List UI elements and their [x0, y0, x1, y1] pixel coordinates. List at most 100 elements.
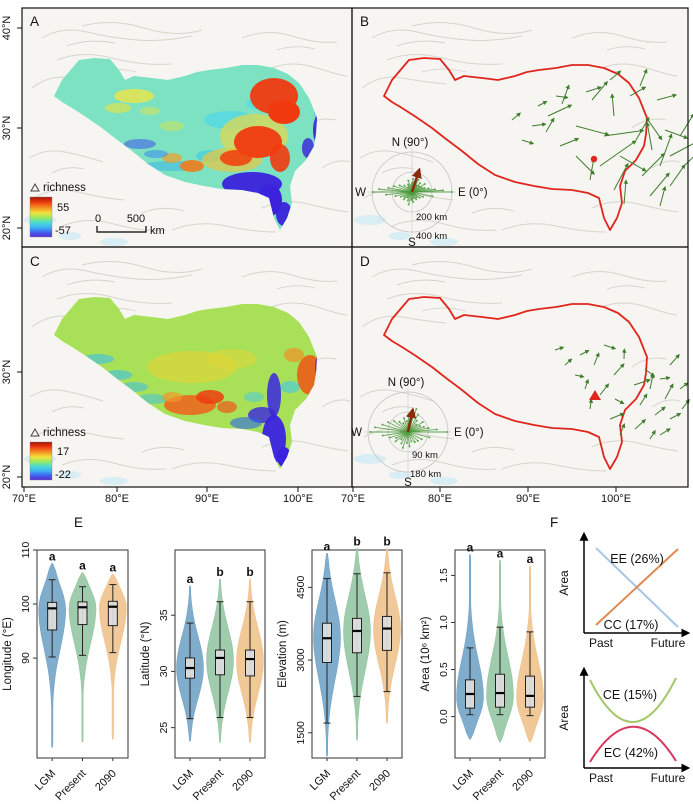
significance-letter: a — [187, 572, 194, 586]
ec-curve — [589, 725, 677, 763]
rose-ray-dot — [417, 413, 419, 416]
ee-line — [595, 548, 679, 626]
migration-arrow — [619, 155, 647, 172]
rose-ray-dot — [412, 178, 415, 181]
y-axis-label: Longitude (°E) — [2, 617, 14, 691]
y-tick-label: 35 — [158, 609, 170, 621]
rose-ray-dot — [392, 420, 395, 423]
rose-ring-outer-label: 180 km — [410, 469, 441, 480]
rose-mean-arrow — [405, 407, 417, 433]
rose-ray-dot — [427, 426, 430, 429]
rose-ray-dot — [419, 182, 422, 185]
migration-arrow — [593, 352, 600, 366]
rose-ray-dot — [401, 446, 404, 449]
significance-letter: a — [109, 560, 116, 574]
y-axis-label: Area — [557, 570, 571, 596]
rose-east-label: E (0°) — [454, 427, 484, 439]
boxplot — [215, 649, 225, 676]
migration-arrow — [575, 125, 610, 137]
rose-west-label: W — [355, 187, 366, 199]
rose-ray-dot — [407, 203, 410, 206]
migration-arrow — [599, 140, 637, 167]
rose-ray-dot — [402, 198, 405, 201]
panel-d-border — [351, 246, 689, 488]
rose-ring-inner-label: 200 km — [416, 212, 447, 223]
rose-ray — [374, 426, 409, 433]
panel-label-f: F — [550, 515, 558, 530]
rose-ray-dot — [394, 195, 397, 198]
rose-ray-dot — [415, 423, 418, 426]
rose-ray-dot — [411, 182, 413, 184]
migration-arrow — [664, 129, 689, 140]
richness-legend-c: richness 17 -22 — [29, 427, 86, 481]
boxplot — [525, 675, 535, 708]
migration-arrows-b — [511, 68, 693, 207]
ee-label: EE (26%) — [610, 552, 664, 566]
rose-ray — [407, 429, 437, 433]
violin-subplot-1: Latitude (°N) 25 30 35 a LGM b Present b 2090 — [140, 549, 266, 803]
boxplot — [107, 600, 118, 627]
y-tick-label: 30 — [158, 665, 170, 677]
lat-tick-label: 20°N — [1, 216, 13, 241]
migration-arrow — [614, 398, 625, 405]
migration-arrow — [649, 373, 655, 390]
rose-ray-dot — [441, 189, 444, 192]
rose-ray-dot — [407, 183, 410, 186]
rose-west-label: W — [351, 427, 362, 439]
migration-arrow — [564, 358, 573, 366]
migration-arrow — [639, 393, 648, 406]
cc-label: CC (17%) — [604, 618, 659, 632]
rose-ray — [382, 424, 409, 433]
x-category-label: Present — [191, 768, 226, 803]
rose-ray-dot — [413, 441, 416, 444]
migration-arrow — [645, 121, 653, 151]
rose-ray-dot — [369, 431, 372, 433]
ce-curve — [589, 677, 677, 723]
rose-ray-dot — [427, 187, 430, 190]
violin-subplot-3: Area (10⁶ km²) 0.0 0.5 1.0 1.5 a LGM a Present a 2… — [420, 541, 546, 803]
lat-tick-label: 30°N — [1, 116, 13, 141]
x-category-label: Present — [471, 768, 506, 803]
lat-tick-label: 40°N — [1, 16, 13, 41]
migration-arrow — [623, 179, 629, 205]
rose-ray-dot — [415, 196, 418, 199]
x-category-label: 2090 — [367, 768, 393, 794]
y-axis-label: Latitude (°N) — [140, 621, 152, 686]
boxplot — [382, 615, 392, 651]
significance-letter: a — [79, 559, 86, 573]
rose-ray — [407, 431, 416, 443]
richness-map-a — [54, 58, 317, 230]
panel-label-b: B — [360, 14, 369, 29]
lat-tick-label: 30°N — [1, 360, 13, 385]
rose-ray — [411, 191, 433, 197]
panel-label-c: C — [30, 254, 40, 269]
color-ramp — [29, 441, 53, 481]
scale-bar: 0 500 km — [95, 213, 165, 237]
migration-arrow — [659, 185, 667, 207]
rose-ray-dot — [413, 197, 416, 200]
migration-arrow — [647, 119, 663, 141]
migration-arrow — [554, 346, 565, 351]
x-category-label: LGM — [451, 768, 476, 793]
migration-arrow — [635, 116, 650, 141]
rose-ray-dot — [403, 184, 406, 187]
boxplot — [495, 673, 505, 708]
x-label-future: Future — [651, 636, 686, 650]
y-axis-label: Elevation (m) — [277, 620, 289, 688]
rose-ray-dot — [421, 421, 424, 424]
rose-ray-dot — [407, 186, 410, 189]
y-tick-label: 110 — [20, 541, 32, 558]
migration-arrow — [555, 94, 569, 100]
migration-arrow — [664, 383, 674, 400]
rose-ray-dot — [408, 445, 411, 448]
rose-ray-dot — [403, 195, 406, 198]
f-bottom-chart: CE (15%) EC (42%) Area Past Future — [557, 666, 691, 785]
f-top-chart: EE (26%) CC (17%) Area Past Future — [557, 531, 691, 650]
rose-ray-dot — [418, 425, 421, 428]
rose-ray-dot — [406, 196, 409, 199]
color-ramp — [29, 196, 53, 238]
migration-arrow — [613, 162, 629, 191]
rose-ray-dot — [400, 442, 403, 445]
y-tick-label: 100 — [20, 595, 32, 613]
violin-subplot-0: Longitude (°E) 90 100 110 a LGM a Present a 2090 — [2, 541, 129, 803]
